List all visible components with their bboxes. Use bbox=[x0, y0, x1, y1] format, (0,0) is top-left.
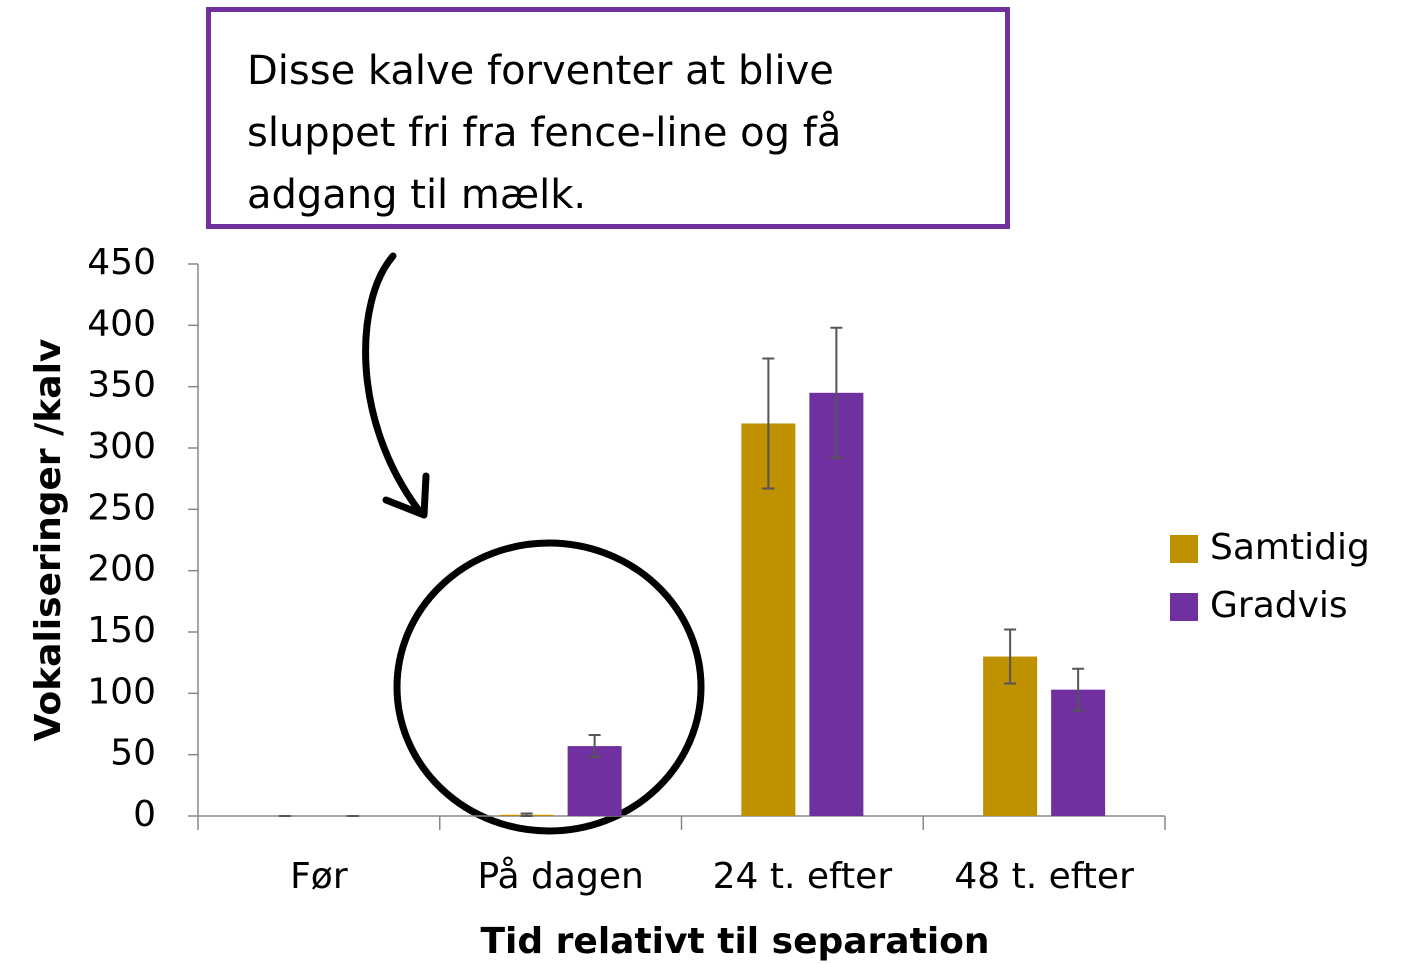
arrow-head bbox=[382, 472, 430, 519]
y-tick-label: 300 bbox=[87, 426, 156, 467]
legend-swatch bbox=[1170, 535, 1198, 563]
highlight-circle bbox=[393, 539, 705, 835]
y-tick-label: 450 bbox=[87, 242, 156, 283]
error-bar bbox=[1004, 628, 1017, 685]
x-axis-title: Tid relativt til separation bbox=[480, 921, 989, 962]
error-bar bbox=[830, 326, 843, 459]
x-tick-label: 48 t. efter bbox=[954, 856, 1134, 897]
y-tick-label: 100 bbox=[87, 671, 156, 712]
error-bar bbox=[520, 812, 533, 817]
y-tick-label: 0 bbox=[133, 794, 156, 835]
error-bar bbox=[588, 734, 601, 759]
y-tick-label: 200 bbox=[87, 549, 156, 590]
y-tick-label: 400 bbox=[87, 303, 156, 344]
y-axis-title: Vokaliseringer /kalv bbox=[28, 339, 69, 742]
legend-label: Gradvis bbox=[1210, 585, 1348, 626]
error-bar bbox=[762, 357, 775, 490]
arrow bbox=[362, 252, 424, 516]
y-tick-label: 350 bbox=[87, 365, 156, 406]
annotation: Disse kalve forventer at blive sluppet f… bbox=[206, 7, 1010, 229]
y-tick-label: 50 bbox=[110, 733, 156, 774]
y-tick-label: 250 bbox=[87, 487, 156, 528]
y-tick-label: 150 bbox=[87, 610, 156, 651]
x-tick-label: På dagen bbox=[477, 856, 643, 897]
x-tick-label: Før bbox=[290, 856, 348, 897]
error-bar bbox=[1072, 667, 1085, 712]
x-tick-label: 24 t. efter bbox=[713, 856, 893, 897]
legend-swatch bbox=[1170, 593, 1198, 621]
legend-label: Samtidig bbox=[1210, 527, 1370, 568]
bar bbox=[809, 392, 864, 816]
